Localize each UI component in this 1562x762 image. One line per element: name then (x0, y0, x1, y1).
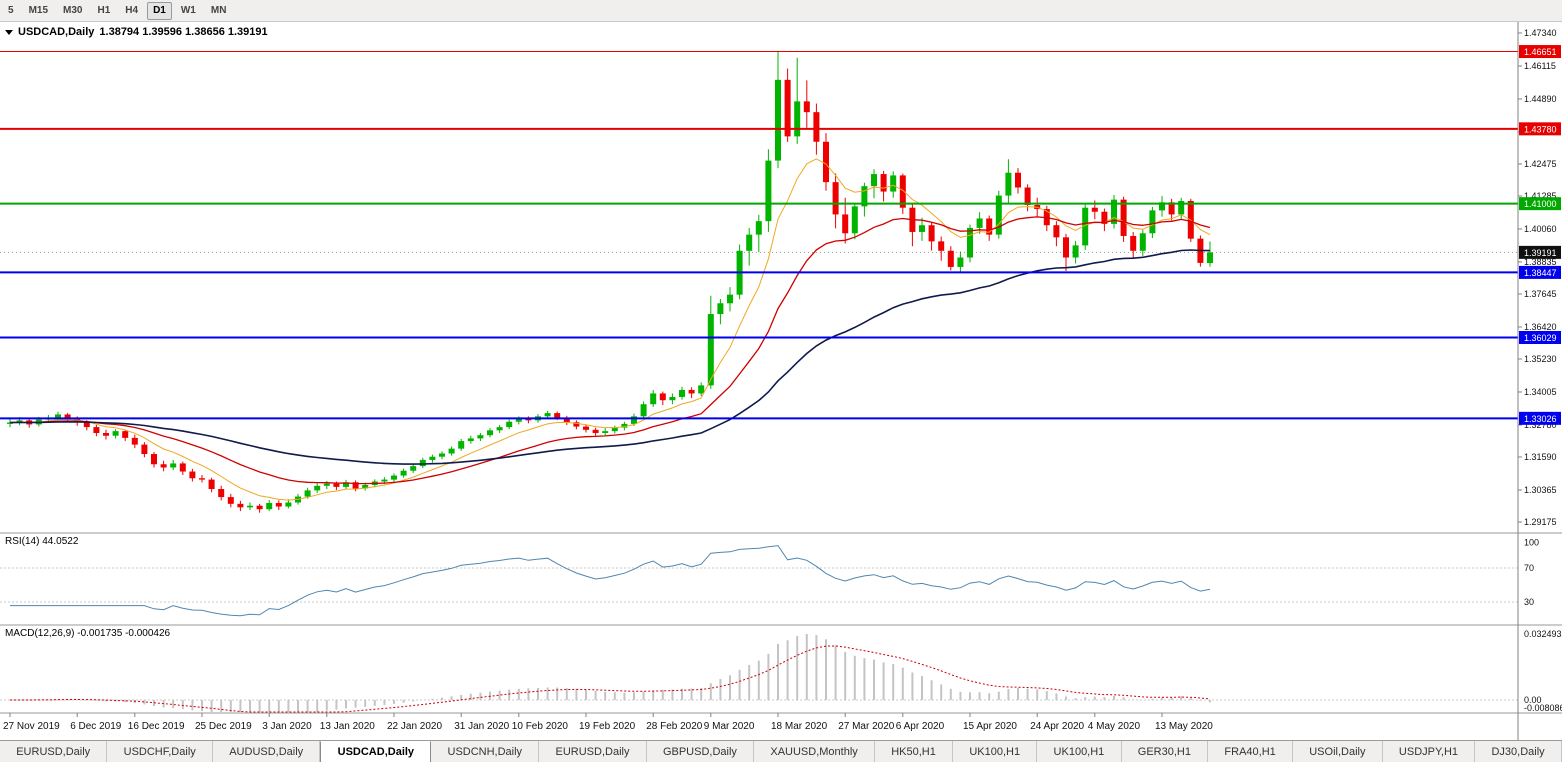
price-tick-label: 1.30365 (1524, 485, 1557, 495)
price-badge-1.43780: 1.43780 (1519, 122, 1561, 136)
macd-axis-min: -0.008086 (1524, 703, 1562, 713)
svg-text:1.39191: 1.39191 (1524, 248, 1557, 258)
chart-tab-USDCAD-Daily[interactable]: USDCAD,Daily (320, 741, 432, 762)
date-label: 24 Apr 2020 (1030, 721, 1084, 732)
date-label: 27 Mar 2020 (838, 721, 895, 732)
ma-line-21 (9, 216, 1211, 485)
date-label: 16 Dec 2019 (128, 721, 185, 732)
chart-ohlc-values: 1.38794 1.39596 1.38656 1.39191 (99, 26, 268, 38)
chart-tab-XAUUSD-Monthly[interactable]: XAUUSD,Monthly (754, 741, 876, 762)
price-badge-1.38447: 1.38447 (1519, 265, 1561, 279)
chart-tab-UK100-H1[interactable]: UK100,H1 (953, 741, 1038, 762)
chart-tab-GBPUSD-Daily[interactable]: GBPUSD,Daily (647, 741, 755, 762)
date-label: 10 Feb 2020 (512, 721, 569, 732)
chart-area[interactable]: 1.473401.461151.448901.436651.424751.412… (0, 22, 1562, 740)
chart-tab-FRA40-H1[interactable]: FRA40,H1 (1208, 741, 1294, 762)
price-badge-1.33026: 1.33026 (1519, 411, 1561, 425)
macd-axis-max: 0.032493 (1524, 629, 1562, 639)
price-tick-label: 1.35230 (1524, 354, 1557, 364)
chart-tab-HK50-H1[interactable]: HK50,H1 (875, 741, 954, 762)
date-label: 25 Dec 2019 (195, 721, 252, 732)
price-tick-label: 1.46115 (1524, 61, 1556, 71)
timeframe-button-D1[interactable]: D1 (147, 1, 172, 20)
date-label: 15 Apr 2020 (963, 721, 1017, 732)
chart-tab-USDCNH-Daily[interactable]: USDCNH,Daily (431, 741, 540, 762)
macd-signal-line (10, 645, 1211, 713)
svg-text:1.43780: 1.43780 (1524, 124, 1557, 134)
time-axis: 27 Nov 2019 6 Dec 2019 16 Dec 2019 25 Dec 2… (3, 713, 1213, 732)
price-tick-label: 1.42475 (1524, 159, 1557, 169)
chart-tab-USDCHF-Daily[interactable]: USDCHF,Daily (107, 741, 213, 762)
timeframe-button-H4[interactable]: H4 (125, 4, 139, 16)
date-label: 19 Feb 2020 (579, 721, 636, 732)
svg-text:1.33026: 1.33026 (1524, 414, 1557, 424)
rsi-axis-label: 30 (1524, 597, 1534, 607)
timeframe-toolbar: 5 M15 M30 H1 H4 D1 W1 MN (0, 0, 1562, 22)
price-tick-label: 1.32780 (1524, 420, 1557, 430)
price-axis: 1.473401.461151.448901.436651.424751.412… (1517, 22, 1562, 740)
price-tick-label: 1.40060 (1524, 224, 1557, 234)
price-tick-label: 1.37645 (1524, 289, 1557, 299)
chart-tab-USOil-Daily[interactable]: USOil,Daily (1293, 741, 1383, 762)
svg-text:1.38447: 1.38447 (1524, 268, 1557, 278)
date-label: 27 Nov 2019 (3, 721, 60, 732)
chart-title-dropdown-icon[interactable] (5, 29, 13, 35)
current-price-badge: 1.39191 (1519, 245, 1561, 259)
macd-axis-zero: 0.00 (1524, 695, 1542, 705)
chart-tab-EURUSD-Daily[interactable]: EURUSD,Daily (0, 741, 108, 762)
chart-tab-GER30-H1[interactable]: GER30,H1 (1122, 741, 1209, 762)
timeframe-button-M15[interactable]: M15 (28, 4, 49, 16)
date-label: 3 Jan 2020 (262, 721, 312, 732)
date-label: 4 May 2020 (1088, 721, 1141, 732)
price-badge-1.36029: 1.36029 (1519, 330, 1561, 344)
chart-title: USDCAD,Daily 1.38794 1.39596 1.38656 1.3… (5, 26, 268, 38)
chart-tabs-bar: EURUSD,Daily USDCHF,Daily AUDUSD,Daily USDC… (0, 740, 1562, 762)
date-label: 28 Feb 2020 (646, 721, 703, 732)
timeframe-button-W1[interactable]: W1 (180, 4, 196, 16)
ma-line-55 (10, 249, 1211, 465)
date-label: 6 Apr 2020 (896, 721, 945, 732)
date-label: 9 Mar 2020 (704, 721, 755, 732)
price-tick-label: 1.38835 (1524, 257, 1557, 267)
main-price-pane (0, 50, 1518, 513)
date-label: 6 Dec 2019 (70, 721, 122, 732)
price-tick-label: 1.44890 (1524, 94, 1557, 104)
price-tick-label: 1.29175 (1524, 517, 1557, 527)
price-tick-label: 1.41285 (1524, 191, 1557, 201)
chart-tab-DJ30-Daily[interactable]: DJ30,Daily (1475, 741, 1562, 762)
ma-line-8 (9, 158, 1211, 501)
macd-histogram (18, 634, 1211, 712)
svg-text:1.41000: 1.41000 (1524, 199, 1557, 209)
rsi-pane (0, 545, 1518, 617)
price-tick-label: 1.47340 (1524, 28, 1557, 38)
timeframe-button-M30[interactable]: M30 (63, 4, 83, 16)
price-badge-1.46651: 1.46651 (1519, 45, 1561, 59)
rsi-line (10, 545, 1211, 617)
chart-canvas[interactable]: 1.473401.461151.448901.436651.424751.412… (0, 22, 1562, 740)
date-label: 18 Mar 2020 (771, 721, 828, 732)
price-tick-label: 1.31590 (1524, 452, 1557, 462)
chart-tab-USDJPY-H1[interactable]: USDJPY,H1 (1383, 741, 1476, 762)
date-label: 31 Jan 2020 (454, 721, 509, 732)
price-tick-label: 1.36420 (1524, 322, 1557, 332)
timeframe-button-5[interactable]: 5 (8, 4, 14, 16)
chart-tab-UK100-H1[interactable]: UK100,H1 (1037, 741, 1122, 762)
timeframe-button-MN[interactable]: MN (210, 4, 227, 16)
macd-pane (0, 634, 1518, 713)
chart-tab-AUDUSD-Daily[interactable]: AUDUSD,Daily (213, 741, 321, 762)
price-badge-1.41000: 1.41000 (1519, 197, 1561, 211)
chart-tab-EURUSD-Daily[interactable]: EURUSD,Daily (539, 741, 647, 762)
date-label: 13 Jan 2020 (320, 721, 375, 732)
price-tick-label: 1.34005 (1524, 387, 1557, 397)
rsi-axis-label: 70 (1524, 563, 1534, 573)
timeframe-button-H1[interactable]: H1 (97, 4, 111, 16)
date-label: 13 May 2020 (1155, 721, 1213, 732)
date-label: 22 Jan 2020 (387, 721, 442, 732)
chart-symbol-label: USDCAD,Daily (18, 26, 95, 38)
svg-text:1.36029: 1.36029 (1524, 333, 1557, 343)
rsi-axis-label: 100 (1524, 538, 1539, 548)
svg-text:1.46651: 1.46651 (1524, 47, 1557, 57)
